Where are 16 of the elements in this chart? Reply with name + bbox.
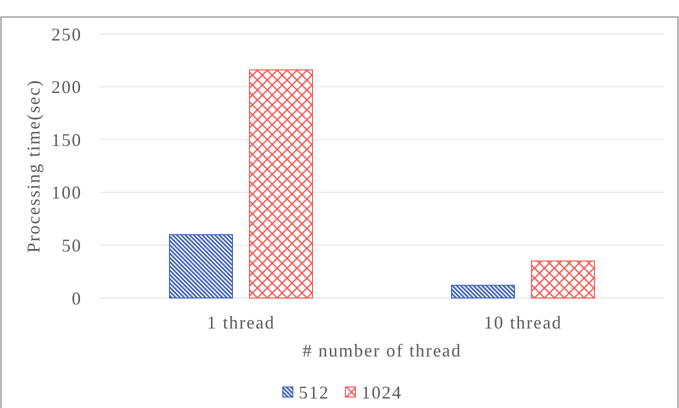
y-tick-label: 50 xyxy=(62,236,82,256)
y-tick-label: 250 xyxy=(51,24,82,44)
bar xyxy=(249,69,313,298)
y-tick-label: 0 xyxy=(72,288,82,308)
x-tick-label: 10 thread xyxy=(484,312,562,332)
y-axis-title: Processing time(sec) xyxy=(23,79,44,253)
legend-label: 512 xyxy=(298,382,330,402)
y-tick-label: 200 xyxy=(51,77,82,98)
bar xyxy=(451,284,515,298)
x-tick-label: 1 thread xyxy=(206,312,276,332)
bar xyxy=(169,234,233,298)
bar xyxy=(531,260,595,298)
x-axis-title: # number of thread xyxy=(302,340,462,360)
y-tick-label: 150 xyxy=(51,130,82,150)
y-tick-label: 100 xyxy=(51,182,82,203)
legend-label: 1024 xyxy=(361,382,402,402)
